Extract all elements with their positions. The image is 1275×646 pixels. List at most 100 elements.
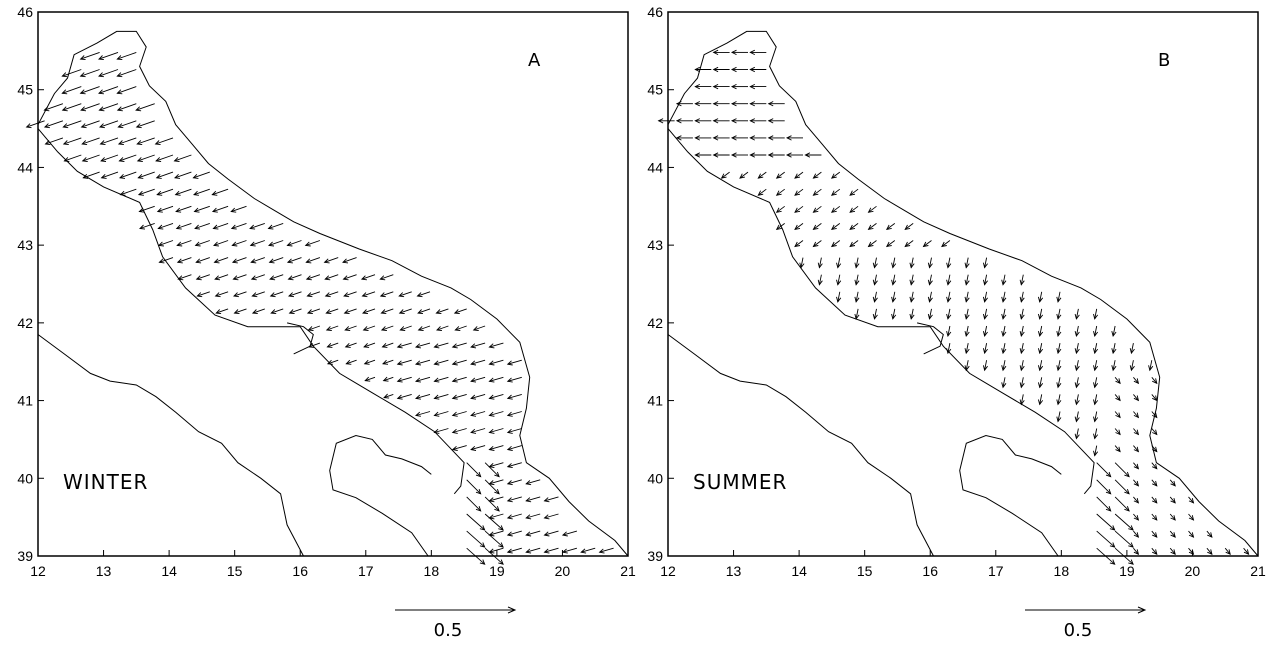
current-vector-arrow	[749, 83, 767, 90]
x-tick-label: 13	[726, 563, 742, 579]
current-vector-arrow	[323, 257, 339, 264]
current-vector-arrow	[249, 240, 265, 247]
current-vector-arrow	[982, 360, 988, 372]
current-vector-arrow	[342, 274, 357, 281]
current-vector-arrow	[775, 205, 785, 213]
current-vector-arrow	[1056, 411, 1062, 423]
current-vector-arrow	[1096, 513, 1116, 531]
y-tick-label: 41	[647, 393, 663, 409]
season-label: SUMMER	[693, 470, 787, 494]
current-vector-arrow	[466, 547, 486, 565]
current-vector-arrow	[1111, 360, 1117, 372]
current-vector-arrow	[1019, 325, 1025, 338]
current-vector-arrow	[139, 222, 155, 230]
current-vector-arrow	[543, 513, 559, 520]
current-vector-arrow	[1037, 308, 1044, 320]
current-vector-arrow	[306, 308, 321, 315]
current-vector-arrow	[268, 257, 284, 264]
current-vector-arrow	[1056, 308, 1062, 320]
current-vector-arrow	[964, 257, 970, 269]
current-vector-arrow	[230, 205, 247, 213]
y-tick-label: 43	[17, 237, 33, 253]
current-vector-arrow	[1074, 308, 1080, 320]
current-vector-arrow	[730, 49, 748, 56]
current-vector-arrow	[1151, 479, 1158, 487]
current-vector-arrow	[1093, 428, 1099, 440]
current-vector-arrow	[288, 291, 302, 298]
current-vector-arrow	[1037, 394, 1044, 406]
current-vector-arrow	[414, 359, 431, 366]
current-vector-arrow	[233, 291, 247, 298]
current-vector-arrow	[382, 376, 394, 382]
current-vector-arrow	[470, 428, 486, 434]
current-vector-arrow	[694, 66, 712, 73]
current-vector-arrow	[232, 274, 247, 281]
current-vector-arrow	[1001, 274, 1007, 286]
current-vector-arrow	[849, 205, 859, 213]
current-vector-arrow	[657, 118, 675, 124]
current-vector-arrow	[854, 308, 860, 320]
current-vector-arrow	[927, 308, 933, 320]
current-vector-arrow	[488, 479, 504, 486]
current-vector-arrow	[193, 188, 210, 196]
current-vector-arrow	[363, 342, 376, 348]
current-vector-arrow	[909, 308, 915, 320]
current-vector-arrow	[927, 274, 933, 286]
current-vector-arrow	[506, 479, 522, 486]
current-vector-arrow	[345, 359, 357, 365]
current-vector-arrow	[506, 359, 522, 366]
current-vector-arrow	[730, 118, 748, 124]
current-vector-arrow	[466, 513, 486, 531]
current-vector-arrow	[215, 308, 229, 315]
current-vector-arrow	[730, 66, 748, 73]
current-vector-arrow	[867, 223, 877, 231]
y-tick-label: 44	[17, 159, 33, 175]
current-vector-arrow	[488, 462, 504, 469]
current-vector-arrow	[506, 393, 522, 400]
current-vector-arrow	[414, 342, 431, 349]
current-vector-arrow	[231, 257, 247, 264]
current-vector-arrow	[830, 171, 841, 179]
current-vector-arrow	[1114, 479, 1130, 495]
current-vector-arrow	[1133, 394, 1140, 402]
current-vector-arrow	[138, 205, 155, 213]
current-vector-arrow	[830, 188, 841, 196]
current-vector-arrow	[1114, 530, 1134, 548]
current-vector-arrow	[1056, 377, 1062, 389]
y-tick-label: 40	[647, 470, 663, 486]
current-vector-arrow	[137, 171, 155, 179]
current-vector-arrow	[451, 428, 467, 434]
current-vector-arrow	[251, 308, 265, 315]
current-vector-arrow	[177, 274, 192, 281]
current-vector-arrow	[891, 274, 897, 286]
current-vector-arrow	[155, 171, 174, 179]
x-tick-label: 12	[660, 563, 676, 579]
current-vector-arrow	[417, 308, 431, 315]
current-vector-arrow	[1093, 308, 1099, 320]
current-vector-arrow	[213, 240, 229, 247]
current-vector-arrow	[451, 359, 467, 366]
current-vector-arrow	[767, 118, 785, 124]
current-vector-arrow	[451, 342, 467, 349]
current-vector-arrow	[196, 291, 210, 298]
current-vector-arrow	[1133, 445, 1140, 453]
current-vector-arrow	[81, 154, 100, 162]
current-vector-arrow	[1206, 530, 1213, 538]
coastline-tyrrhenian	[667, 334, 934, 557]
current-vector-arrow	[794, 240, 804, 248]
current-vector-arrow	[488, 513, 504, 520]
current-vector-arrow	[1056, 394, 1062, 406]
current-vector-arrow	[1096, 479, 1112, 495]
current-vector-arrow	[287, 274, 302, 281]
current-vector-arrow	[324, 291, 339, 298]
current-vector-arrow	[211, 188, 229, 196]
current-vector-arrow	[1114, 547, 1134, 565]
current-vector-arrow	[135, 103, 155, 112]
current-vector-arrow	[466, 462, 482, 478]
map-frame	[667, 11, 1259, 557]
current-vector-arrow	[1114, 411, 1121, 419]
current-vector-arrow	[1114, 513, 1134, 531]
x-tick-label: 14	[161, 563, 177, 579]
current-vector-arrow	[414, 393, 431, 400]
current-vector-arrow	[854, 274, 860, 286]
